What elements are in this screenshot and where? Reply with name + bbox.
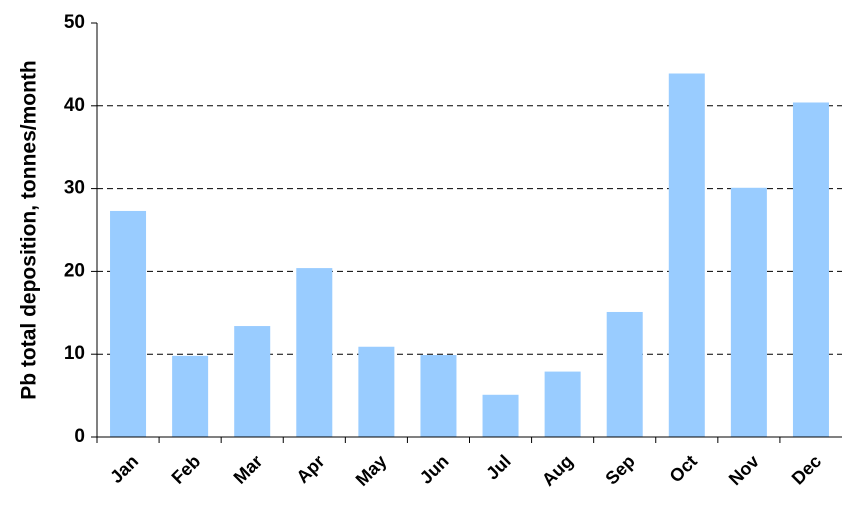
x-tick-label: Dec bbox=[788, 451, 825, 488]
bar bbox=[110, 210, 147, 437]
x-tick-label: Jun bbox=[416, 451, 453, 488]
x-tick-label: Oct bbox=[666, 451, 701, 486]
x-tick-label: Mar bbox=[230, 451, 267, 488]
x-tick-label: Aug bbox=[538, 451, 577, 490]
x-tick-label: Apr bbox=[292, 451, 328, 487]
x-tick-label: May bbox=[352, 451, 391, 490]
x-tick-label: Sep bbox=[601, 451, 638, 488]
y-axis-label: Pb total deposition, tonnes/month bbox=[18, 60, 41, 399]
bar bbox=[792, 102, 829, 437]
bar bbox=[544, 371, 581, 437]
y-tick-label: 40 bbox=[64, 95, 85, 116]
bar bbox=[668, 73, 705, 438]
bar bbox=[730, 187, 767, 437]
y-tick-label: 50 bbox=[64, 12, 85, 33]
x-tick-label: Jan bbox=[106, 451, 142, 487]
y-tick-label: 0 bbox=[74, 426, 85, 447]
x-tick-label: Feb bbox=[168, 451, 205, 488]
bar bbox=[234, 326, 271, 437]
y-tick-label: 10 bbox=[64, 343, 85, 364]
x-tick-label: Jul bbox=[482, 451, 515, 484]
bar bbox=[358, 346, 395, 437]
bar bbox=[606, 311, 643, 437]
bar bbox=[296, 268, 333, 437]
y-tick-label: 30 bbox=[64, 178, 85, 199]
bar bbox=[420, 355, 457, 437]
x-tick-label: Nov bbox=[725, 451, 763, 489]
bar bbox=[172, 355, 209, 437]
y-tick-label: 20 bbox=[64, 260, 85, 281]
bar bbox=[482, 394, 519, 437]
